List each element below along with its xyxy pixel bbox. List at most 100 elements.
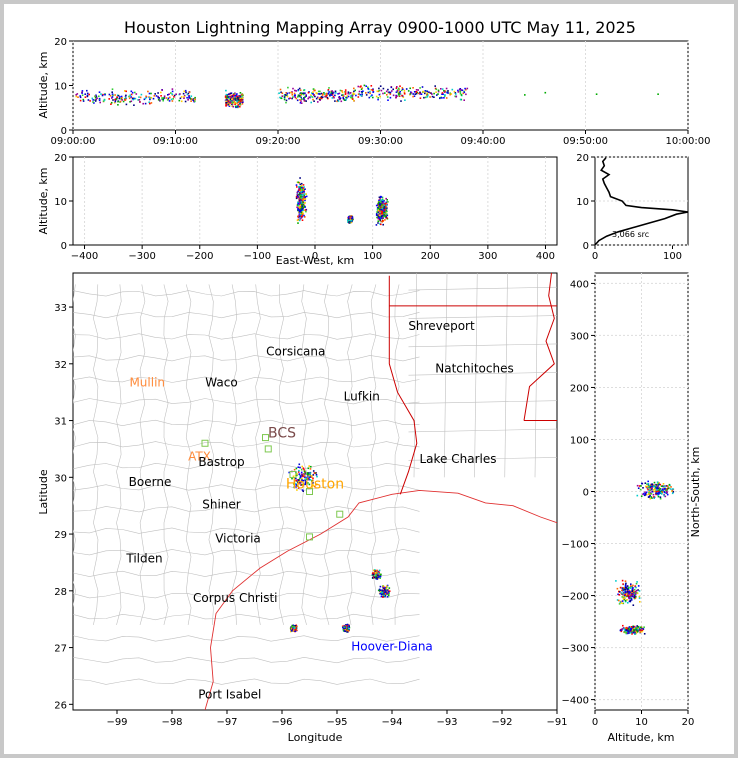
lightning-source — [102, 93, 104, 96]
lightning-source — [298, 214, 300, 217]
lightning-source — [299, 217, 302, 220]
lightning-source — [376, 90, 379, 93]
lightning-source — [382, 587, 385, 589]
lightning-source — [621, 628, 624, 630]
lightning-source — [135, 93, 138, 95]
lightning-source — [631, 633, 633, 635]
lightning-source — [103, 99, 106, 101]
lightning-source — [312, 477, 314, 480]
lightning-source — [378, 196, 381, 199]
lightning-source — [457, 89, 459, 92]
lightning-source — [121, 97, 123, 99]
lightning-source — [628, 626, 631, 628]
lightning-source — [304, 216, 306, 218]
lightning-source — [639, 601, 641, 603]
lightning-source — [380, 196, 383, 198]
x-tick-label: 09:00:00 — [51, 136, 96, 147]
lightning-source — [334, 100, 336, 102]
lightning-source — [524, 94, 526, 96]
lightning-source — [378, 216, 380, 219]
lightning-source — [225, 103, 227, 106]
lightning-source — [300, 182, 303, 185]
lightning-source — [619, 591, 621, 593]
lightning-source — [659, 497, 662, 500]
lightning-source — [621, 587, 624, 589]
lightning-source — [663, 491, 666, 493]
x-tick-label: −100 — [244, 251, 271, 262]
lightning-source — [376, 577, 378, 579]
lightning-source — [178, 99, 181, 102]
lightning-source — [301, 489, 304, 491]
lightning-source — [647, 484, 650, 487]
lightning-source — [290, 630, 293, 632]
lightning-source — [627, 588, 630, 591]
x-tick-label: 09:30:00 — [358, 136, 403, 147]
lightning-source — [230, 96, 233, 98]
lightning-source — [131, 97, 134, 100]
lightning-source — [311, 96, 314, 98]
lightning-source — [235, 102, 238, 105]
lightning-source — [385, 590, 387, 593]
lightning-source — [84, 96, 87, 98]
lightning-source — [379, 585, 382, 588]
lightning-source — [237, 97, 239, 99]
lightning-source — [377, 215, 379, 217]
lightning-source — [224, 96, 227, 98]
x-tick-label: 09:40:00 — [461, 136, 506, 147]
parish-line — [504, 273, 508, 478]
lightning-source — [330, 94, 332, 96]
lightning-source — [295, 97, 298, 100]
lightning-source — [299, 216, 301, 219]
lightning-source — [310, 465, 312, 468]
lightning-source — [385, 589, 387, 592]
lightning-source — [187, 92, 190, 95]
lightning-source — [288, 471, 290, 474]
lightning-source — [304, 199, 306, 202]
lightning-source — [310, 94, 312, 96]
lightning-source — [303, 205, 306, 207]
lightning-source — [351, 96, 354, 99]
lightning-source — [445, 97, 448, 99]
lightning-source — [304, 92, 306, 94]
lightning-source — [643, 626, 645, 628]
lightning-source — [161, 97, 163, 99]
lightning-source — [381, 196, 384, 199]
lightning-source — [637, 628, 640, 631]
lightning-source — [381, 215, 383, 217]
lightning-source — [300, 100, 302, 102]
lightning-source — [302, 197, 305, 199]
lightning-source — [365, 94, 368, 96]
lightning-source — [228, 97, 230, 100]
lightning-source — [304, 188, 306, 190]
lightning-source — [325, 92, 328, 95]
lightning-source — [297, 201, 299, 204]
lightning-source — [333, 96, 335, 99]
lightning-source — [298, 187, 300, 189]
lightning-source — [303, 190, 305, 193]
lightning-source — [351, 217, 354, 219]
lightning-source — [327, 89, 330, 91]
x-tick-label: −94 — [381, 717, 402, 728]
lightning-source — [100, 93, 102, 95]
lightning-source — [296, 206, 298, 209]
lightning-source — [319, 90, 321, 93]
lightning-source — [378, 89, 380, 92]
lightning-source — [286, 95, 289, 98]
lightning-source — [123, 98, 126, 100]
lightning-source — [294, 625, 296, 627]
lightning-source — [339, 97, 342, 99]
lightning-source — [379, 220, 382, 222]
lightning-source — [299, 93, 302, 96]
lightning-source — [88, 93, 90, 96]
lightning-source — [312, 98, 314, 101]
lightning-source — [383, 206, 386, 208]
lightning-source — [450, 93, 453, 95]
lightning-source — [632, 627, 634, 629]
lightning-source — [381, 593, 383, 596]
lightning-source — [180, 96, 183, 98]
lightning-source — [638, 595, 641, 598]
lightning-source — [645, 485, 647, 488]
lightning-source — [352, 98, 354, 100]
lightning-source — [299, 177, 301, 179]
lightning-source — [388, 91, 390, 93]
